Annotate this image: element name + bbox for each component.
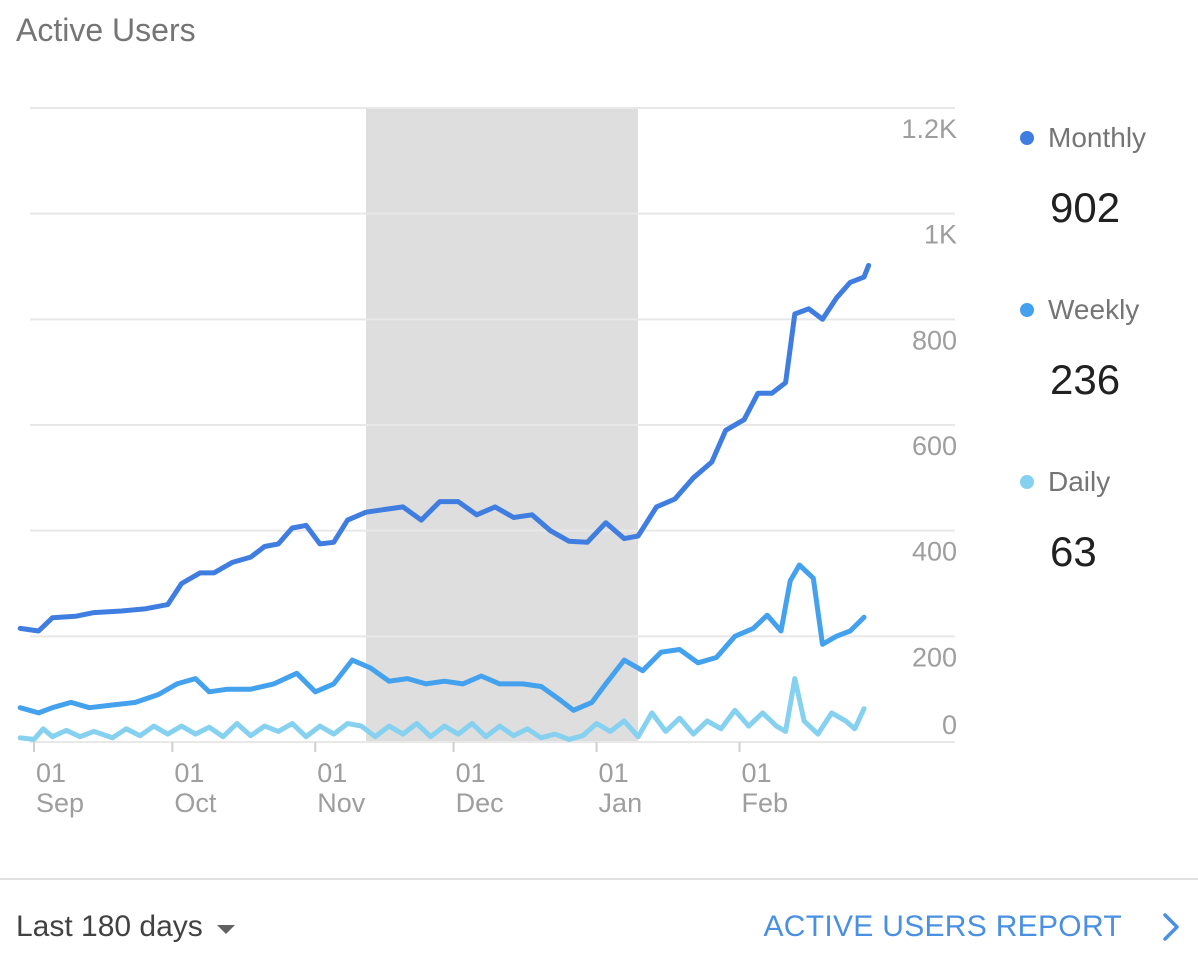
x-tick-label: Sep <box>36 788 84 818</box>
report-link-label: ACTIVE USERS REPORT <box>763 910 1122 943</box>
x-tick-label: Oct <box>174 788 217 818</box>
legend-dot-monthly <box>1020 131 1034 145</box>
x-tick-label: 01 <box>174 758 204 788</box>
x-tick-label: 01 <box>599 758 629 788</box>
date-range-label: Last 180 days <box>16 910 203 943</box>
legend: Monthly 902 Weekly 236 Daily 63 <box>1020 118 1198 634</box>
active-users-chart: 1.2K1K800600400200001Sep01Oct01Nov01Dec0… <box>17 107 957 818</box>
series-line-weekly <box>17 562 867 716</box>
card-title: Active Users <box>16 12 196 48</box>
legend-value-daily: 63 <box>1050 528 1097 575</box>
y-tick-label: 1K <box>924 220 957 250</box>
date-range-dropdown[interactable]: Last 180 days <box>16 910 235 944</box>
legend-label-daily: Daily <box>1048 466 1111 497</box>
legend-label-weekly: Weekly <box>1048 294 1140 325</box>
y-tick-label: 800 <box>912 325 957 355</box>
legend-dot-weekly <box>1020 303 1034 317</box>
y-tick-label: 600 <box>912 431 957 461</box>
y-tick-label: 400 <box>912 537 957 567</box>
y-tick-label: 0 <box>942 710 957 740</box>
x-tick-label: Jan <box>599 788 643 818</box>
series-line-daily <box>17 676 867 742</box>
x-tick-label: Nov <box>317 788 366 818</box>
legend-dot-daily <box>1020 475 1034 489</box>
y-tick-label: 1.2K <box>901 114 957 144</box>
chevron-right-icon <box>1163 913 1179 941</box>
series-line-monthly <box>17 262 872 634</box>
active-users-report-link[interactable]: ACTIVE USERS REPORT <box>763 910 1180 944</box>
legend-weekly: Weekly 236 <box>1020 290 1198 462</box>
y-tick-label: 200 <box>912 642 957 672</box>
x-tick-label: 01 <box>456 758 486 788</box>
footer-divider <box>0 878 1198 880</box>
x-tick-label: 01 <box>36 758 66 788</box>
legend-value-weekly: 236 <box>1050 356 1121 403</box>
x-tick-label: 01 <box>317 758 347 788</box>
legend-daily: Daily 63 <box>1020 462 1198 634</box>
legend-label-monthly: Monthly <box>1048 122 1147 153</box>
x-tick-label: Feb <box>742 788 789 818</box>
legend-monthly: Monthly 902 <box>1020 118 1198 290</box>
caret-down-icon <box>216 924 235 934</box>
x-tick-label: Dec <box>456 788 504 818</box>
x-tick-label: 01 <box>742 758 772 788</box>
legend-value-monthly: 902 <box>1050 184 1121 231</box>
